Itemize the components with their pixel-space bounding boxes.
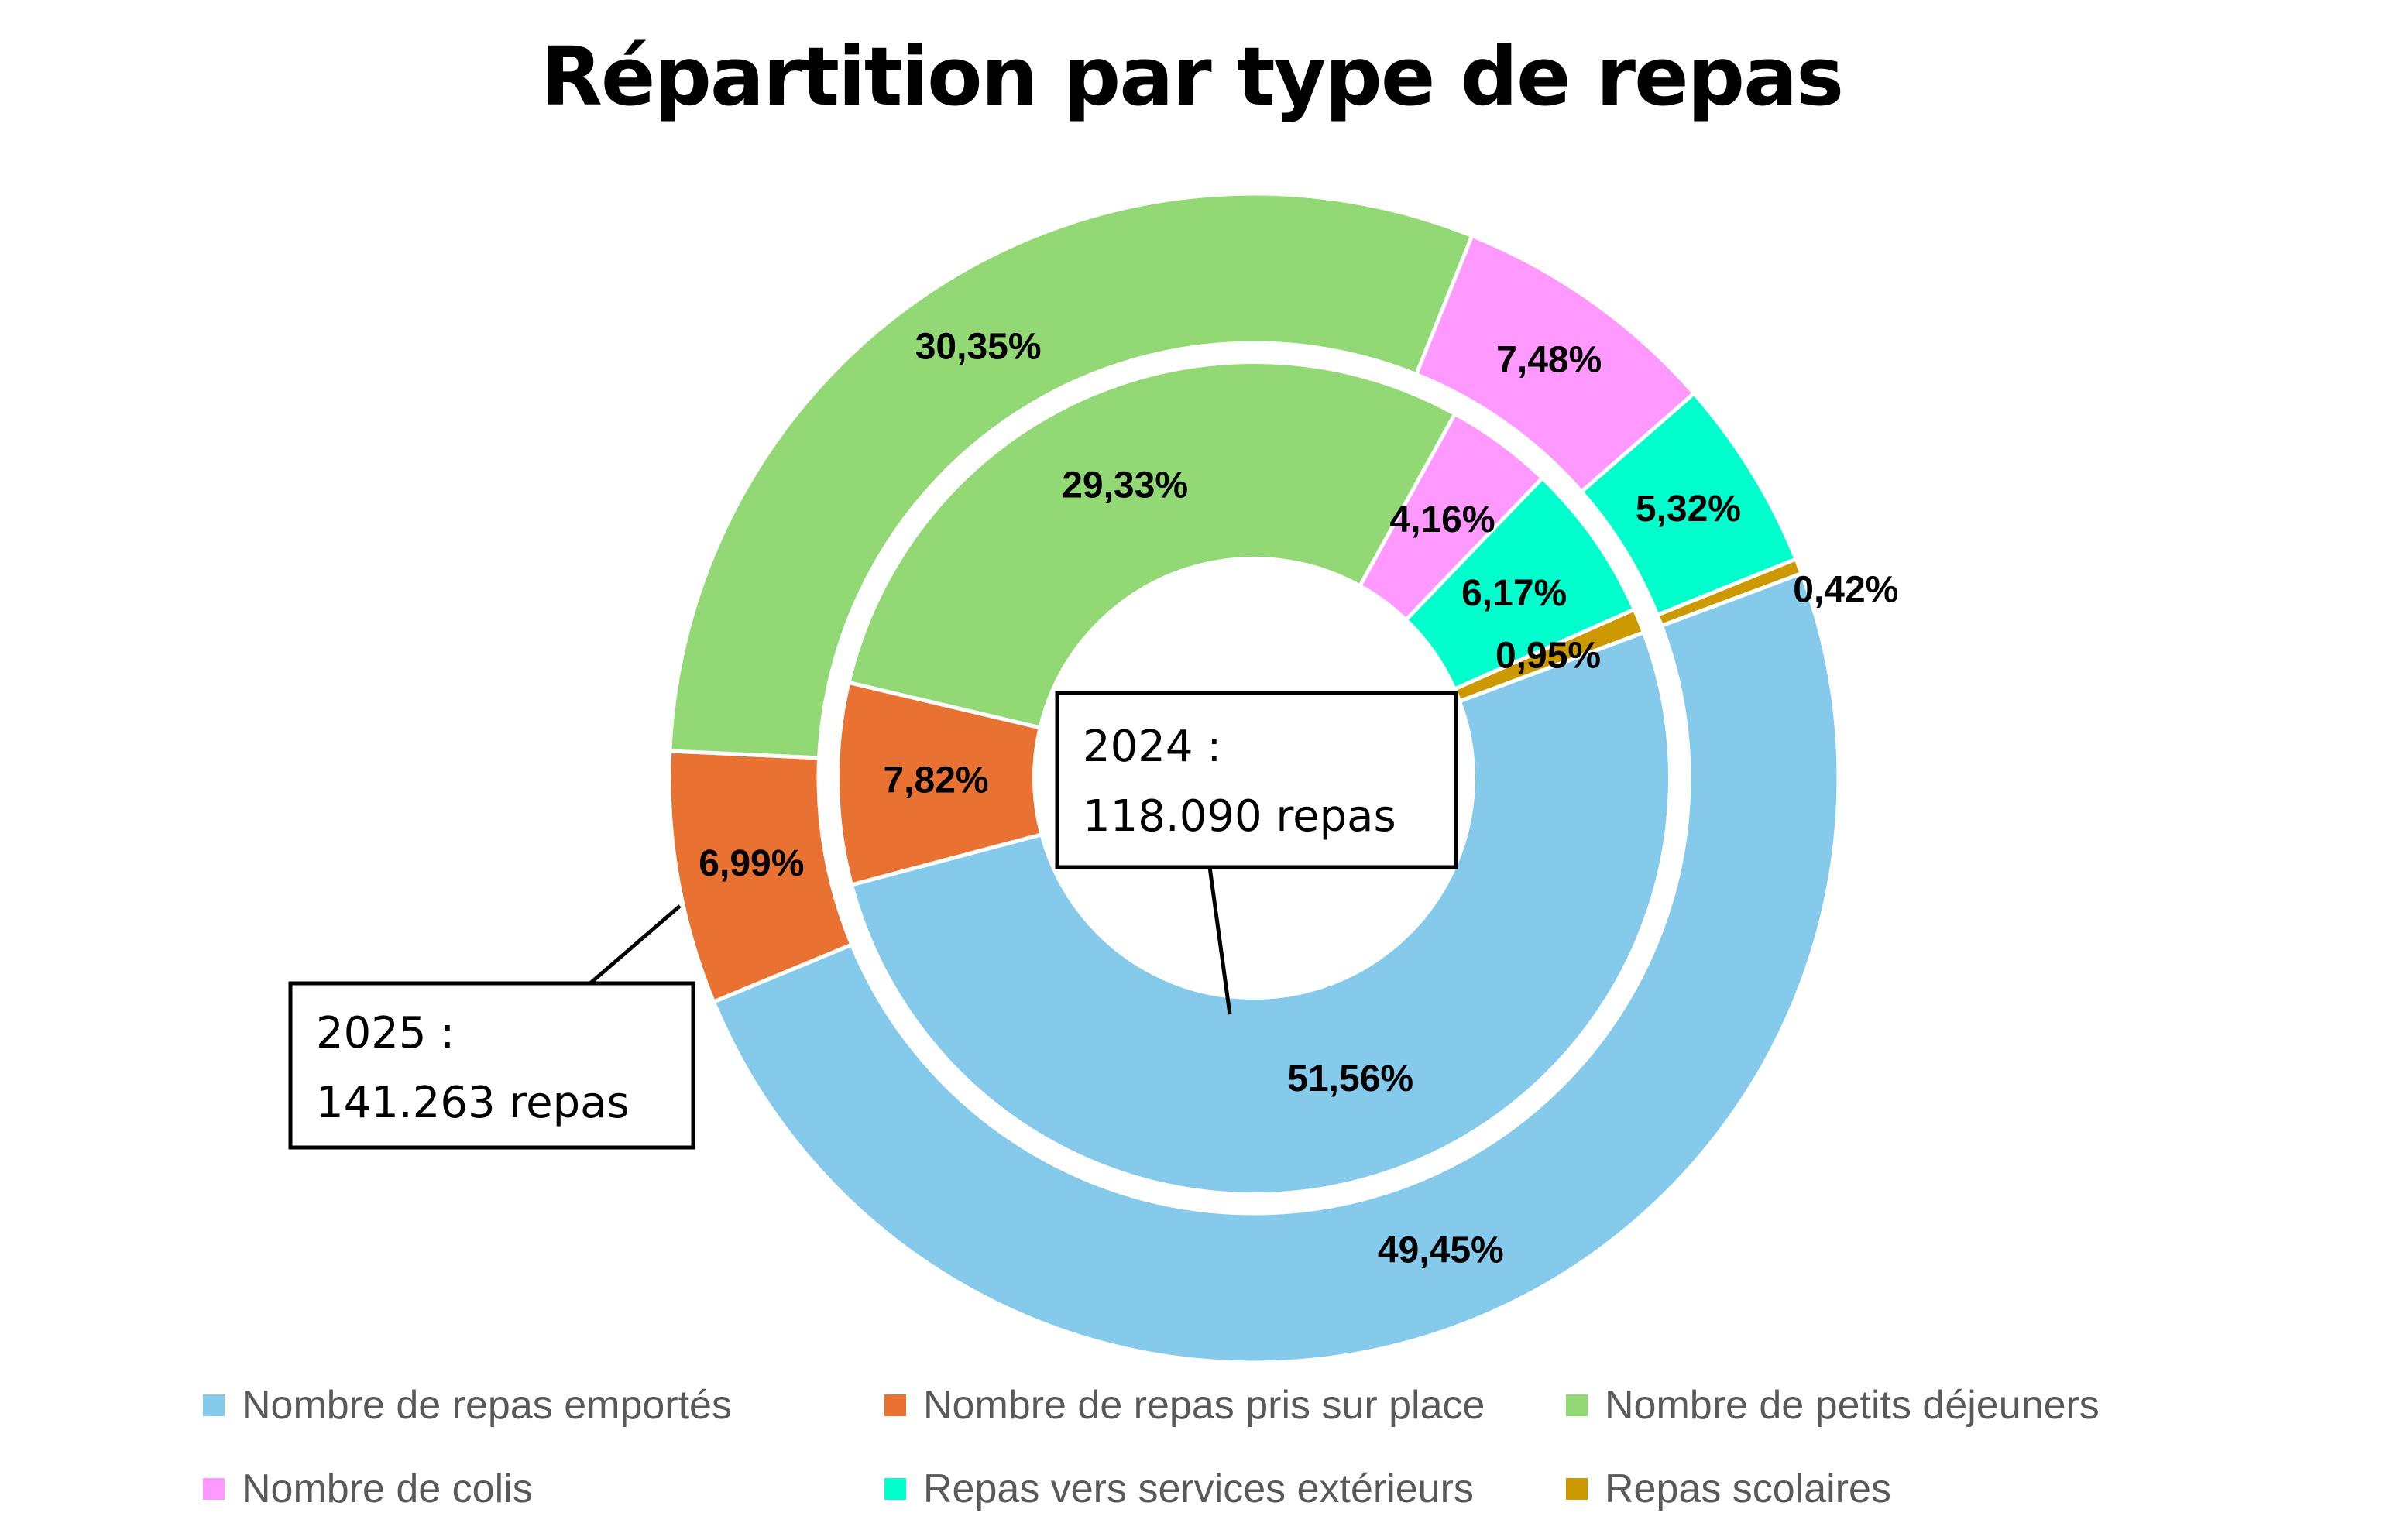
inner-slice-emportes (849, 629, 1672, 1196)
outer-data-label-sur-place: 6,99% (699, 843, 804, 884)
data-labels: 49,45% 6,99% 30,35% 7,48% 5,32% 0,42% 51,56% 7,… (699, 327, 1898, 1271)
annotation-2025-leader (589, 904, 682, 985)
outer-data-label-colis: 7,48% (1496, 340, 1602, 381)
annotation-2025: 2025 : 141.263 repas (288, 904, 695, 1150)
outer-slice-petits-dejeuners (668, 191, 1475, 760)
annotation-2024-leader (1207, 866, 1232, 1015)
annotation-2024-line1: 2024 : (1083, 722, 1221, 772)
legend-swatch (1566, 1478, 1588, 1500)
legend-label: Repas vers services extérieurs (923, 1466, 1474, 1511)
annotation-2024: 2024 : 118.090 repas (1055, 691, 1458, 1015)
annotation-2025-line2: 141.263 repas (316, 1078, 630, 1128)
legend-label: Nombre de petits déjeuners (1605, 1383, 2100, 1428)
inner-data-label-sur-place: 7,82% (883, 760, 988, 801)
legend-swatch (1566, 1394, 1588, 1416)
legend-item-petits-dejeuners: Nombre de petits déjeuners (1566, 1382, 2100, 1429)
annotation-2024-line2: 118.090 repas (1083, 791, 1396, 842)
outer-data-label-services-exterieurs: 5,32% (1636, 489, 1741, 530)
legend-item-repas-sur-place: Nombre de repas pris sur place (884, 1382, 1485, 1429)
legend-label: Nombre de colis (242, 1466, 533, 1511)
legend-swatch (203, 1478, 225, 1500)
legend-item-services-exterieurs: Repas vers services extérieurs (884, 1466, 1474, 1512)
outer-data-label-petits-dejeuners: 30,35% (915, 327, 1042, 368)
legend-item-repas-scolaires: Repas scolaires (1566, 1466, 1891, 1512)
inner-slice-scolaires (1451, 606, 1646, 704)
legend-item-repas-emportes: Nombre de repas emportés (203, 1382, 732, 1429)
inner-slice-petits-dejeuners (846, 360, 1458, 730)
outer-slice-emportes (711, 571, 1841, 1365)
legend-label: Nombre de repas emportés (242, 1383, 732, 1428)
outer-data-label-emportes: 49,45% (1378, 1230, 1504, 1271)
outer-slice-scolaires (1654, 556, 1804, 629)
legend-label: Repas scolaires (1605, 1466, 1891, 1511)
inner-data-label-petits-dejeuners: 29,33% (1062, 465, 1188, 506)
chart-title: Répartition par type de repas (540, 29, 1844, 124)
annotation-2025-box (288, 981, 695, 1150)
legend-swatch (884, 1478, 906, 1500)
inner-data-label-colis: 4,16% (1389, 499, 1495, 540)
legend-item-colis: Nombre de colis (203, 1466, 533, 1512)
inner-ring (836, 360, 1672, 1196)
annotation-2025-line1: 2025 : (316, 1008, 455, 1058)
legend-label: Nombre de repas pris sur place (923, 1383, 1485, 1428)
outer-ring (667, 191, 1841, 1365)
inner-data-label-services-exterieurs: 6,17% (1461, 573, 1567, 614)
inner-data-label-emportes: 51,56% (1287, 1058, 1413, 1099)
legend-swatch (884, 1394, 906, 1416)
legend-swatch (203, 1394, 225, 1416)
inner-data-label-scolaires: 0,95% (1495, 636, 1601, 677)
annotation-2024-box (1055, 691, 1458, 869)
outer-data-label-scolaires: 0,42% (1793, 570, 1898, 611)
